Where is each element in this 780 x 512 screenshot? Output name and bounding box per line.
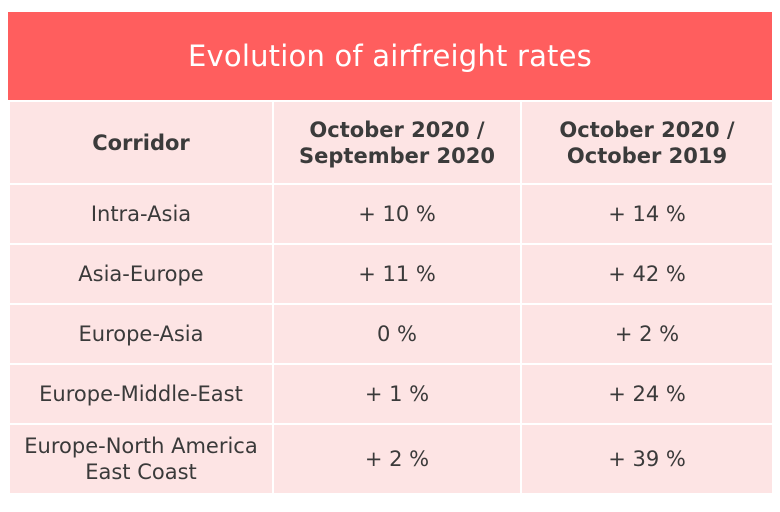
header-oct2020-sep2020-line1: October 2020 / [309, 117, 485, 142]
mom-cell: + 10 % [274, 185, 520, 243]
corridor-line2: East Coast [85, 460, 197, 484]
corridor-cell: Europe-Middle-East [10, 365, 272, 423]
table-row: Europe-Middle-East + 1 % + 24 % [10, 365, 772, 423]
yoy-cell: + 39 % [522, 425, 772, 493]
header-oct2020-sep2020: October 2020 / September 2020 [274, 102, 520, 183]
corridor-cell: Europe-North America East Coast [10, 425, 272, 493]
table-title: Evolution of airfreight rates [8, 12, 772, 100]
table-row: Europe-Asia 0 % + 2 % [10, 305, 772, 363]
table-row: Europe-North America East Coast + 2 % + … [10, 425, 772, 493]
corridor-cell: Europe-Asia [10, 305, 272, 363]
corridor-line1: Europe-North America [24, 434, 258, 458]
mom-cell: 0 % [274, 305, 520, 363]
mom-cell: + 1 % [274, 365, 520, 423]
header-oct2020-sep2020-line2: September 2020 [299, 143, 495, 168]
header-oct2020-oct2019: October 2020 / October 2019 [522, 102, 772, 183]
header-corridor: Corridor [10, 102, 272, 183]
header-oct2020-oct2019-line2: October 2019 [566, 143, 728, 168]
table-row: Asia-Europe + 11 % + 42 % [10, 245, 772, 303]
header-row: Corridor October 2020 / September 2020 O… [10, 102, 772, 183]
airfreight-rates-table: Corridor October 2020 / September 2020 O… [8, 100, 774, 495]
yoy-cell: + 24 % [522, 365, 772, 423]
table-row: Intra-Asia + 10 % + 14 % [10, 185, 772, 243]
mom-cell: + 2 % [274, 425, 520, 493]
rates-infographic: Evolution of airfreight rates Corridor O… [8, 12, 774, 495]
header-oct2020-oct2019-line1: October 2020 / [559, 117, 735, 142]
yoy-cell: + 42 % [522, 245, 772, 303]
corridor-cell: Intra-Asia [10, 185, 272, 243]
corridor-cell: Asia-Europe [10, 245, 272, 303]
yoy-cell: + 2 % [522, 305, 772, 363]
yoy-cell: + 14 % [522, 185, 772, 243]
mom-cell: + 11 % [274, 245, 520, 303]
